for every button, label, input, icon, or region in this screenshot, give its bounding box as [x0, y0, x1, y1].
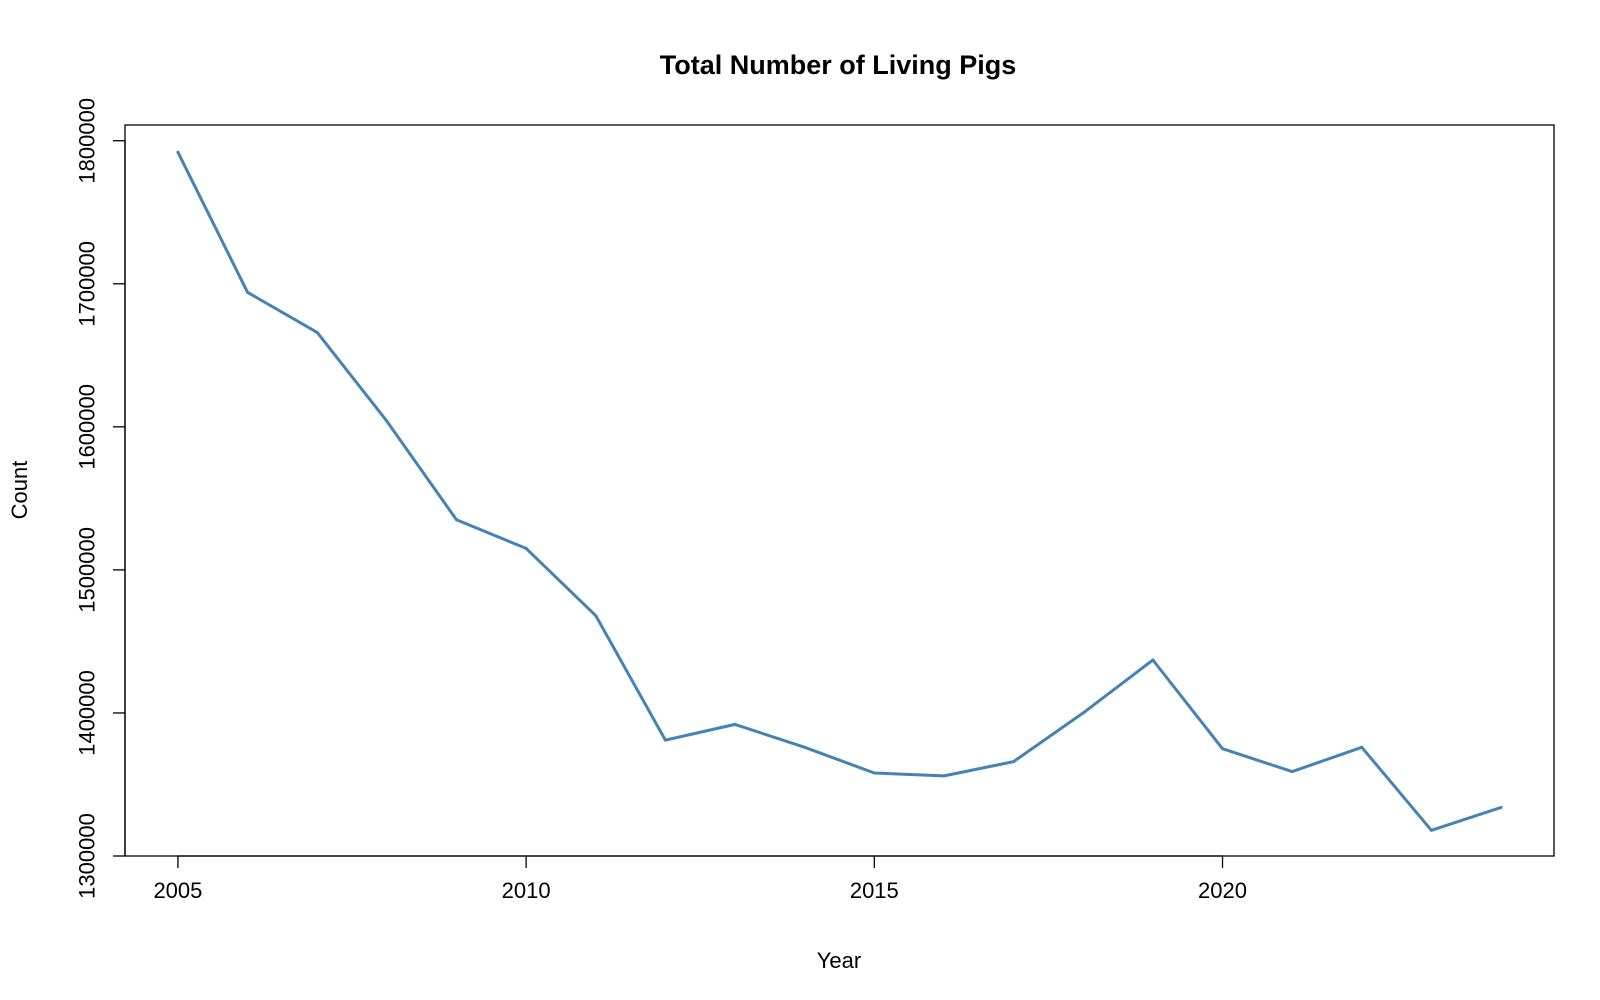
data-point	[872, 771, 876, 775]
y-axis-label: Count	[7, 461, 32, 520]
data-point	[315, 330, 319, 334]
data-point	[524, 546, 528, 550]
data-point	[246, 290, 250, 294]
data-point	[1151, 658, 1155, 662]
data-point	[1221, 747, 1225, 751]
data-point	[454, 518, 458, 522]
data-point	[1012, 760, 1016, 764]
data-point	[1360, 745, 1364, 749]
data-point	[733, 722, 737, 726]
y-tick-label: 1300000	[75, 813, 100, 899]
data-point	[663, 738, 667, 742]
series-layer	[176, 150, 1503, 832]
x-tick-label: 2010	[502, 878, 551, 903]
y-axis: 1300000 1400000 1500000 1600000 1700000 18000…	[75, 98, 126, 899]
y-tick-label: 1700000	[75, 241, 100, 327]
data-point	[1499, 805, 1503, 809]
data-point	[803, 745, 807, 749]
x-tick-label: 2005	[153, 878, 202, 903]
data-point	[1081, 711, 1085, 715]
data-point	[942, 774, 946, 778]
data-point	[594, 614, 598, 618]
data-point	[1429, 828, 1433, 832]
y-tick-label: 1500000	[75, 527, 100, 613]
x-tick-label: 2015	[850, 878, 899, 903]
y-tick-label: 1600000	[75, 384, 100, 470]
data-point	[1290, 770, 1294, 774]
y-tick-label: 1800000	[75, 98, 100, 184]
x-tick-label: 2020	[1198, 878, 1247, 903]
chart-title: Total Number of Living Pigs	[660, 50, 1017, 80]
data-point	[385, 419, 389, 423]
series-line	[176, 151, 1502, 832]
x-axis-label: Year	[817, 948, 861, 973]
x-axis: 2005 2010 2015 2020	[153, 855, 1247, 903]
y-tick-label: 1400000	[75, 670, 100, 756]
data-point	[176, 150, 180, 154]
